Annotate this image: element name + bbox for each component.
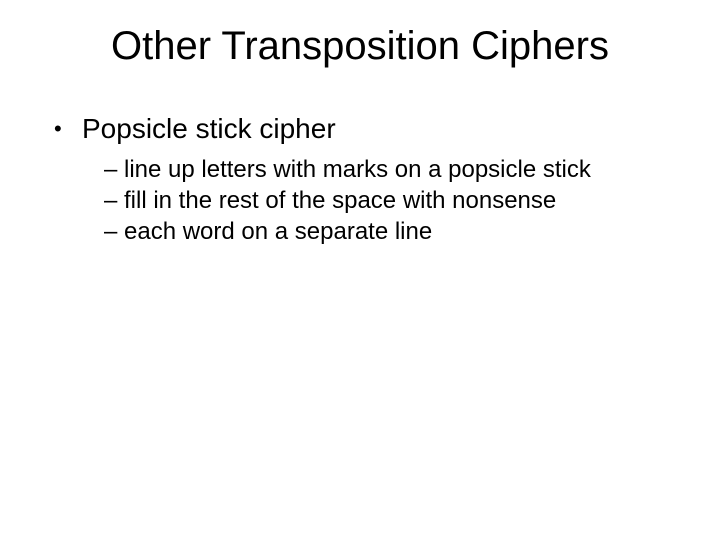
bullet-marker: – [104, 216, 124, 247]
bullet-text: each word on a separate line [124, 216, 674, 247]
sub-bullet-group: – line up letters with marks on a popsic… [104, 154, 674, 248]
bullet-level2: – line up letters with marks on a popsic… [104, 154, 674, 185]
bullet-level2: – fill in the rest of the space with non… [104, 185, 674, 216]
bullet-marker: • [54, 110, 82, 148]
bullet-text: Popsicle stick cipher [82, 110, 674, 148]
bullet-level2: – each word on a separate line [104, 216, 674, 247]
bullet-text: line up letters with marks on a popsicle… [124, 154, 674, 185]
bullet-level1: • Popsicle stick cipher [54, 110, 674, 148]
bullet-marker: – [104, 185, 124, 216]
bullet-text: fill in the rest of the space with nonse… [124, 185, 674, 216]
bullet-marker: – [104, 154, 124, 185]
slide-body: • Popsicle stick cipher – line up letter… [54, 110, 674, 247]
slide-title: Other Transposition Ciphers [0, 24, 720, 69]
slide: Other Transposition Ciphers • Popsicle s… [0, 0, 720, 540]
